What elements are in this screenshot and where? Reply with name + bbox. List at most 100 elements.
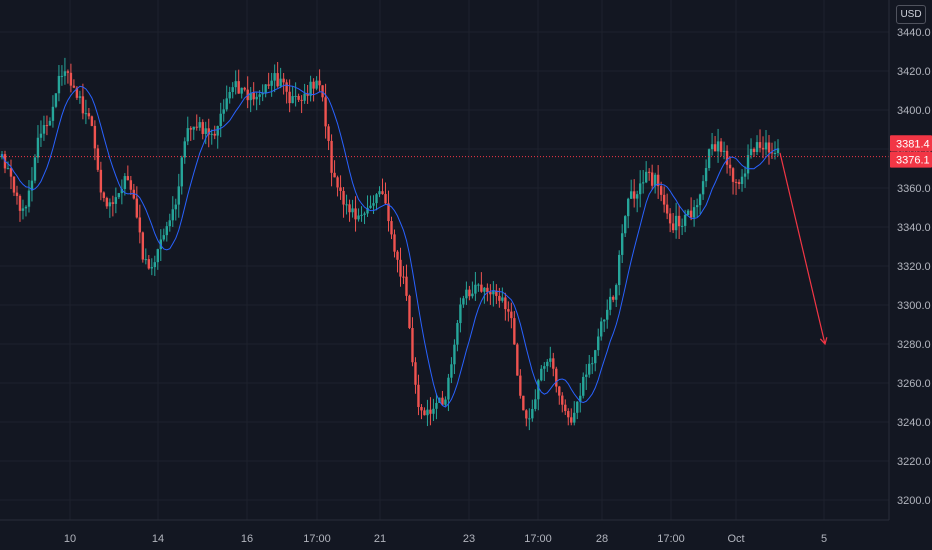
candle-body [450, 364, 453, 378]
candle-body [626, 198, 630, 217]
candle-body [99, 169, 103, 193]
candle-body [758, 142, 762, 148]
candle-body [516, 344, 519, 376]
candle-body [174, 204, 177, 210]
x-tick-label: 21 [374, 533, 386, 545]
candle-body [564, 404, 567, 412]
candle-body [234, 81, 237, 88]
candle-body [12, 176, 16, 193]
candle-body [306, 93, 309, 96]
candle-body [552, 358, 555, 369]
candle-body [171, 209, 174, 221]
candle-body [72, 85, 76, 88]
candle-body [612, 296, 615, 300]
candle-body [683, 214, 687, 226]
candle-body [198, 122, 201, 128]
x-tick-label: 17:00 [524, 533, 552, 545]
candle-body [270, 80, 273, 86]
candle-body [195, 126, 198, 128]
candle-body [561, 395, 564, 405]
candle-body [105, 197, 109, 207]
candle-body [9, 168, 13, 177]
candle-body [644, 171, 648, 183]
candle-body [408, 295, 411, 329]
candle-body [402, 276, 405, 278]
candle-body [336, 177, 339, 188]
candle-body [51, 106, 55, 121]
candle-body [222, 109, 225, 114]
candle-body [168, 220, 171, 227]
candle-body [78, 96, 82, 98]
candle-body [351, 208, 354, 213]
candle-body [177, 186, 180, 205]
time-axis[interactable]: 10 14 16 17:00 21 23 17:00 28 17:00 Oct 5 [0, 519, 932, 550]
candle-body [66, 71, 70, 73]
candle-body [333, 172, 336, 178]
y-tick-label: 3360.0 [897, 183, 931, 195]
candle-body [354, 208, 357, 220]
y-tick-label: 3260.0 [897, 378, 931, 390]
candle-body [549, 358, 552, 362]
candle-body [27, 190, 31, 207]
candle-body [704, 168, 708, 182]
candle-body [629, 191, 633, 199]
candle-body [462, 298, 465, 305]
candle-body [558, 386, 561, 396]
candle-body [722, 150, 726, 152]
price-axis[interactable]: 3200.0 3220.0 3240.0 3260.0 3280.0 3300.0 3320… [888, 0, 932, 550]
candle-body [740, 176, 744, 185]
candle-body [18, 195, 22, 211]
candle-body [84, 113, 88, 115]
candle-body [486, 287, 489, 293]
candle-body [387, 203, 390, 222]
candle-body [210, 133, 213, 135]
candle-body [348, 204, 351, 213]
candle-body [680, 225, 684, 227]
candle-body [33, 157, 37, 181]
candle-body [692, 207, 696, 218]
candle-body [429, 409, 432, 414]
candle-body [69, 72, 73, 86]
candle-body [39, 133, 43, 138]
candle-body [141, 232, 145, 260]
candle-body [519, 375, 522, 396]
candle-body [111, 202, 115, 204]
candle-body [291, 96, 294, 104]
candle-body [36, 137, 40, 158]
candle-body [570, 417, 573, 423]
candle-body [159, 239, 162, 250]
candle-body [623, 216, 627, 234]
x-tick-label: 5 [821, 533, 827, 545]
candle-body [435, 402, 438, 409]
candle-body [375, 194, 378, 204]
candle-body [528, 418, 531, 420]
candle-body [93, 125, 97, 149]
candle-body [147, 259, 151, 269]
candle-body [456, 323, 459, 345]
candlestick-series [0, 57, 780, 431]
candle-body [207, 128, 210, 135]
candle-body [57, 75, 61, 94]
candle-body [204, 128, 207, 134]
candle-body [546, 361, 549, 367]
candle-body [417, 384, 420, 408]
candle-body [165, 226, 168, 236]
currency-badge[interactable]: USD [896, 5, 926, 24]
candle-body [192, 126, 195, 130]
candle-body [689, 210, 693, 218]
candle-body [537, 380, 540, 400]
candle-body [282, 78, 285, 83]
candle-body [411, 328, 414, 363]
candle-body [725, 150, 729, 165]
candle-body [300, 99, 303, 101]
x-tick-label: 17:00 [303, 533, 331, 545]
candle-body [24, 206, 28, 209]
candle-body [312, 81, 315, 89]
candle-body [543, 366, 546, 369]
candle-body [531, 408, 534, 419]
candle-body [240, 87, 243, 94]
candle-body [243, 87, 246, 90]
candle-body [507, 309, 510, 312]
